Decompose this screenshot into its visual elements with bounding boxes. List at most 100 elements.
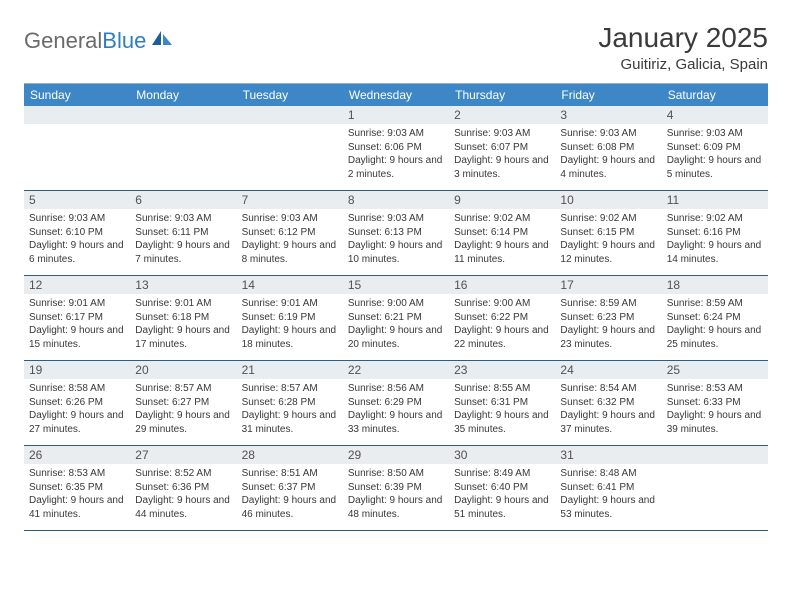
daylight-text: Daylight: 9 hours and 31 minutes. — [242, 409, 338, 436]
sunrise-text: Sunrise: 9:02 AM — [560, 212, 656, 226]
month-title: January 2025 — [598, 22, 768, 54]
daylight-text: Daylight: 9 hours and 46 minutes. — [242, 494, 338, 521]
sunset-text: Sunset: 6:07 PM — [454, 141, 550, 155]
day-number: 2 — [449, 106, 555, 124]
daylight-text: Daylight: 9 hours and 33 minutes. — [348, 409, 444, 436]
day-body: Sunrise: 9:03 AMSunset: 6:13 PMDaylight:… — [343, 209, 449, 271]
sunrise-text: Sunrise: 9:02 AM — [454, 212, 550, 226]
sunset-text: Sunset: 6:19 PM — [242, 311, 338, 325]
sunrise-text: Sunrise: 9:02 AM — [667, 212, 763, 226]
day-cell: 7Sunrise: 9:03 AMSunset: 6:12 PMDaylight… — [237, 191, 343, 275]
week-row: 19Sunrise: 8:58 AMSunset: 6:26 PMDayligh… — [24, 361, 768, 446]
sunrise-text: Sunrise: 8:54 AM — [560, 382, 656, 396]
day-cell: 5Sunrise: 9:03 AMSunset: 6:10 PMDaylight… — [24, 191, 130, 275]
sunrise-text: Sunrise: 9:03 AM — [454, 127, 550, 141]
day-cell: 6Sunrise: 9:03 AMSunset: 6:11 PMDaylight… — [130, 191, 236, 275]
day-number: 14 — [237, 276, 343, 294]
day-number: 4 — [662, 106, 768, 124]
daylight-text: Daylight: 9 hours and 7 minutes. — [135, 239, 231, 266]
sunset-text: Sunset: 6:23 PM — [560, 311, 656, 325]
day-body: Sunrise: 9:02 AMSunset: 6:14 PMDaylight:… — [449, 209, 555, 271]
day-body: Sunrise: 8:52 AMSunset: 6:36 PMDaylight:… — [130, 464, 236, 526]
sunrise-text: Sunrise: 9:01 AM — [29, 297, 125, 311]
day-cell: 19Sunrise: 8:58 AMSunset: 6:26 PMDayligh… — [24, 361, 130, 445]
sunrise-text: Sunrise: 8:56 AM — [348, 382, 444, 396]
day-cell: 23Sunrise: 8:55 AMSunset: 6:31 PMDayligh… — [449, 361, 555, 445]
sunset-text: Sunset: 6:28 PM — [242, 396, 338, 410]
daylight-text: Daylight: 9 hours and 29 minutes. — [135, 409, 231, 436]
sunset-text: Sunset: 6:08 PM — [560, 141, 656, 155]
sunset-text: Sunset: 6:33 PM — [667, 396, 763, 410]
sunset-text: Sunset: 6:10 PM — [29, 226, 125, 240]
daylight-text: Daylight: 9 hours and 39 minutes. — [667, 409, 763, 436]
dow-friday: Friday — [555, 84, 661, 106]
sunrise-text: Sunrise: 9:00 AM — [348, 297, 444, 311]
day-body: Sunrise: 9:02 AMSunset: 6:16 PMDaylight:… — [662, 209, 768, 271]
sail-icon — [150, 29, 174, 52]
sunset-text: Sunset: 6:21 PM — [348, 311, 444, 325]
day-cell: 25Sunrise: 8:53 AMSunset: 6:33 PMDayligh… — [662, 361, 768, 445]
day-cell: 21Sunrise: 8:57 AMSunset: 6:28 PMDayligh… — [237, 361, 343, 445]
day-body: Sunrise: 9:00 AMSunset: 6:21 PMDaylight:… — [343, 294, 449, 356]
week-row: 5Sunrise: 9:03 AMSunset: 6:10 PMDaylight… — [24, 191, 768, 276]
sunset-text: Sunset: 6:13 PM — [348, 226, 444, 240]
day-number-empty — [130, 106, 236, 124]
sunrise-text: Sunrise: 8:57 AM — [242, 382, 338, 396]
daylight-text: Daylight: 9 hours and 6 minutes. — [29, 239, 125, 266]
daylight-text: Daylight: 9 hours and 25 minutes. — [667, 324, 763, 351]
calendar-grid: Sunday Monday Tuesday Wednesday Thursday… — [24, 83, 768, 531]
weeks-container: 1Sunrise: 9:03 AMSunset: 6:06 PMDaylight… — [24, 106, 768, 531]
sunrise-text: Sunrise: 9:03 AM — [242, 212, 338, 226]
sunrise-text: Sunrise: 8:51 AM — [242, 467, 338, 481]
sunrise-text: Sunrise: 9:03 AM — [29, 212, 125, 226]
day-body: Sunrise: 9:01 AMSunset: 6:17 PMDaylight:… — [24, 294, 130, 356]
day-body: Sunrise: 9:03 AMSunset: 6:07 PMDaylight:… — [449, 124, 555, 186]
day-number-empty — [237, 106, 343, 124]
sunset-text: Sunset: 6:12 PM — [242, 226, 338, 240]
sunrise-text: Sunrise: 8:53 AM — [29, 467, 125, 481]
day-cell — [24, 106, 130, 190]
sunset-text: Sunset: 6:40 PM — [454, 481, 550, 495]
sunrise-text: Sunrise: 9:03 AM — [667, 127, 763, 141]
daylight-text: Daylight: 9 hours and 37 minutes. — [560, 409, 656, 436]
day-body: Sunrise: 9:03 AMSunset: 6:11 PMDaylight:… — [130, 209, 236, 271]
sunset-text: Sunset: 6:06 PM — [348, 141, 444, 155]
location-label: Guitiriz, Galicia, Spain — [598, 56, 768, 73]
logo: GeneralBlue — [24, 28, 174, 54]
day-cell: 22Sunrise: 8:56 AMSunset: 6:29 PMDayligh… — [343, 361, 449, 445]
day-body: Sunrise: 9:03 AMSunset: 6:09 PMDaylight:… — [662, 124, 768, 186]
sunrise-text: Sunrise: 9:03 AM — [348, 212, 444, 226]
day-body: Sunrise: 8:53 AMSunset: 6:35 PMDaylight:… — [24, 464, 130, 526]
sunset-text: Sunset: 6:09 PM — [667, 141, 763, 155]
daylight-text: Daylight: 9 hours and 18 minutes. — [242, 324, 338, 351]
day-body: Sunrise: 9:00 AMSunset: 6:22 PMDaylight:… — [449, 294, 555, 356]
sunset-text: Sunset: 6:39 PM — [348, 481, 444, 495]
sunset-text: Sunset: 6:24 PM — [667, 311, 763, 325]
daylight-text: Daylight: 9 hours and 8 minutes. — [242, 239, 338, 266]
day-cell: 18Sunrise: 8:59 AMSunset: 6:24 PMDayligh… — [662, 276, 768, 360]
day-cell — [130, 106, 236, 190]
day-body: Sunrise: 9:03 AMSunset: 6:06 PMDaylight:… — [343, 124, 449, 186]
day-cell: 14Sunrise: 9:01 AMSunset: 6:19 PMDayligh… — [237, 276, 343, 360]
day-number: 17 — [555, 276, 661, 294]
day-cell: 4Sunrise: 9:03 AMSunset: 6:09 PMDaylight… — [662, 106, 768, 190]
day-number: 1 — [343, 106, 449, 124]
daylight-text: Daylight: 9 hours and 4 minutes. — [560, 154, 656, 181]
day-body: Sunrise: 8:59 AMSunset: 6:23 PMDaylight:… — [555, 294, 661, 356]
daylight-text: Daylight: 9 hours and 41 minutes. — [29, 494, 125, 521]
sunset-text: Sunset: 6:26 PM — [29, 396, 125, 410]
day-body: Sunrise: 8:55 AMSunset: 6:31 PMDaylight:… — [449, 379, 555, 441]
day-number: 6 — [130, 191, 236, 209]
daylight-text: Daylight: 9 hours and 5 minutes. — [667, 154, 763, 181]
daylight-text: Daylight: 9 hours and 51 minutes. — [454, 494, 550, 521]
daylight-text: Daylight: 9 hours and 35 minutes. — [454, 409, 550, 436]
day-number-empty — [24, 106, 130, 124]
daylight-text: Daylight: 9 hours and 10 minutes. — [348, 239, 444, 266]
sunset-text: Sunset: 6:41 PM — [560, 481, 656, 495]
day-cell: 29Sunrise: 8:50 AMSunset: 6:39 PMDayligh… — [343, 446, 449, 530]
sunrise-text: Sunrise: 8:55 AM — [454, 382, 550, 396]
sunset-text: Sunset: 6:35 PM — [29, 481, 125, 495]
day-number: 11 — [662, 191, 768, 209]
day-number: 12 — [24, 276, 130, 294]
day-number: 26 — [24, 446, 130, 464]
